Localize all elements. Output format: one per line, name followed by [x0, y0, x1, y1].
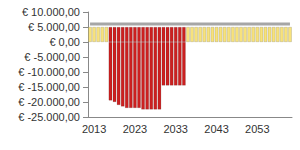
svg-text:€ -10.000,00: € -10.000,00	[18, 66, 80, 78]
svg-text:€ 5.000,00: € 5.000,00	[28, 21, 80, 33]
svg-text:€ -15.000,00: € -15.000,00	[18, 81, 80, 93]
svg-text:€ -5.000,00: € -5.000,00	[24, 51, 80, 63]
svg-text:2043: 2043	[204, 123, 228, 135]
svg-text:2033: 2033	[163, 123, 187, 135]
svg-text:€ 10.000,00: € 10.000,00	[22, 6, 80, 18]
svg-text:€ -25.000,00: € -25.000,00	[18, 111, 80, 123]
svg-text:2013: 2013	[82, 123, 106, 135]
svg-text:2053: 2053	[245, 123, 269, 135]
svg-text:2023: 2023	[123, 123, 147, 135]
svg-text:€ 0,00: € 0,00	[49, 36, 80, 48]
svg-text:€ -20.000,00: € -20.000,00	[18, 96, 80, 108]
